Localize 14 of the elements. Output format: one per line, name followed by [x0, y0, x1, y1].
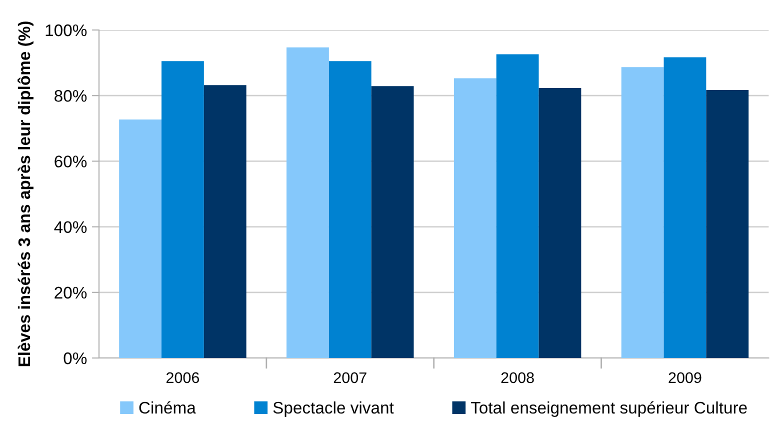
y-axis-title: Elèves insérés 3 ans après leur diplôme (%) — [18, 22, 34, 366]
x-tick-label: 2006 — [166, 372, 200, 384]
x-tick-label: 2008 — [501, 372, 534, 384]
x-tick-label: 2009 — [668, 372, 702, 384]
legend-label: Spectacle vivant — [273, 401, 394, 417]
legend-label: Total enseignement supérieur Culture — [470, 401, 747, 417]
y-tick-label: 20% — [54, 286, 87, 299]
x-tick-label: 2007 — [334, 372, 366, 384]
y-tick-label: 80% — [54, 90, 87, 102]
y-tick-label: 60% — [54, 156, 87, 168]
y-tick-label: 100% — [46, 24, 87, 36]
legend-label: Cinéma — [139, 401, 196, 414]
y-tick-label: 40% — [54, 221, 87, 234]
y-tick-label: 0% — [64, 352, 87, 364]
